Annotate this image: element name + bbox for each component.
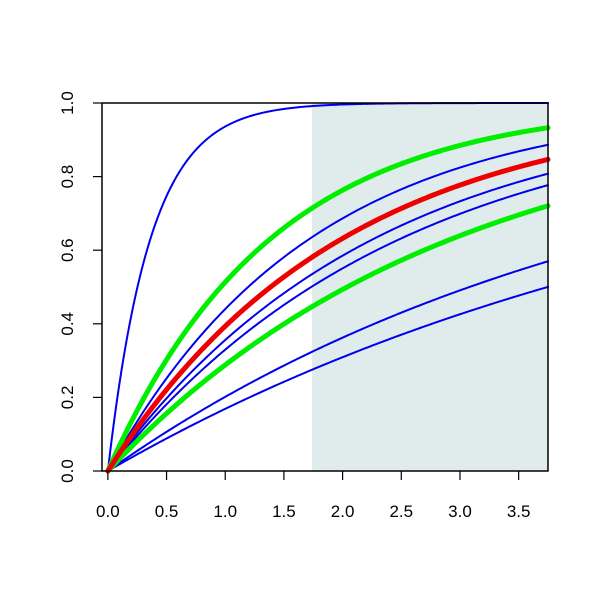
series-layer: [105, 102, 551, 474]
x-tick-label: 0.5: [155, 502, 179, 521]
series-line-5: [106, 260, 549, 472]
y-axis: 0.0 0.2 0.4 0.6 0.8 1.0: [58, 91, 102, 483]
series-line-8: [105, 203, 551, 474]
x-tick-label: 0.0: [96, 502, 120, 521]
plot-frame: [101, 102, 549, 472]
series-line-7: [105, 125, 551, 474]
x-tick-label: 1.0: [213, 502, 237, 521]
series-line-6: [106, 285, 549, 472]
y-tick-label: 0.4: [58, 312, 77, 336]
series-line-3: [106, 172, 549, 472]
series-line-4: [106, 184, 549, 472]
y-tick-label: 0.6: [58, 238, 77, 262]
x-tick-label: 2.0: [331, 502, 355, 521]
x-tick-label: 1.5: [272, 502, 296, 521]
y-tick-label: 0.8: [58, 165, 77, 189]
y-tick-label: 0.2: [58, 386, 77, 410]
series-line-9: [105, 156, 551, 474]
y-tick-label: 1.0: [58, 91, 77, 115]
x-tick-label: 3.0: [448, 502, 472, 521]
x-axis: 0.0 0.5 1.0 1.5 2.0 2.5 3.0 3.5: [96, 471, 530, 521]
x-tick-label: 3.5: [507, 502, 531, 521]
y-tick-label: 0.0: [58, 459, 77, 483]
series-line-2: [106, 143, 549, 472]
x-tick-label: 2.5: [389, 502, 413, 521]
